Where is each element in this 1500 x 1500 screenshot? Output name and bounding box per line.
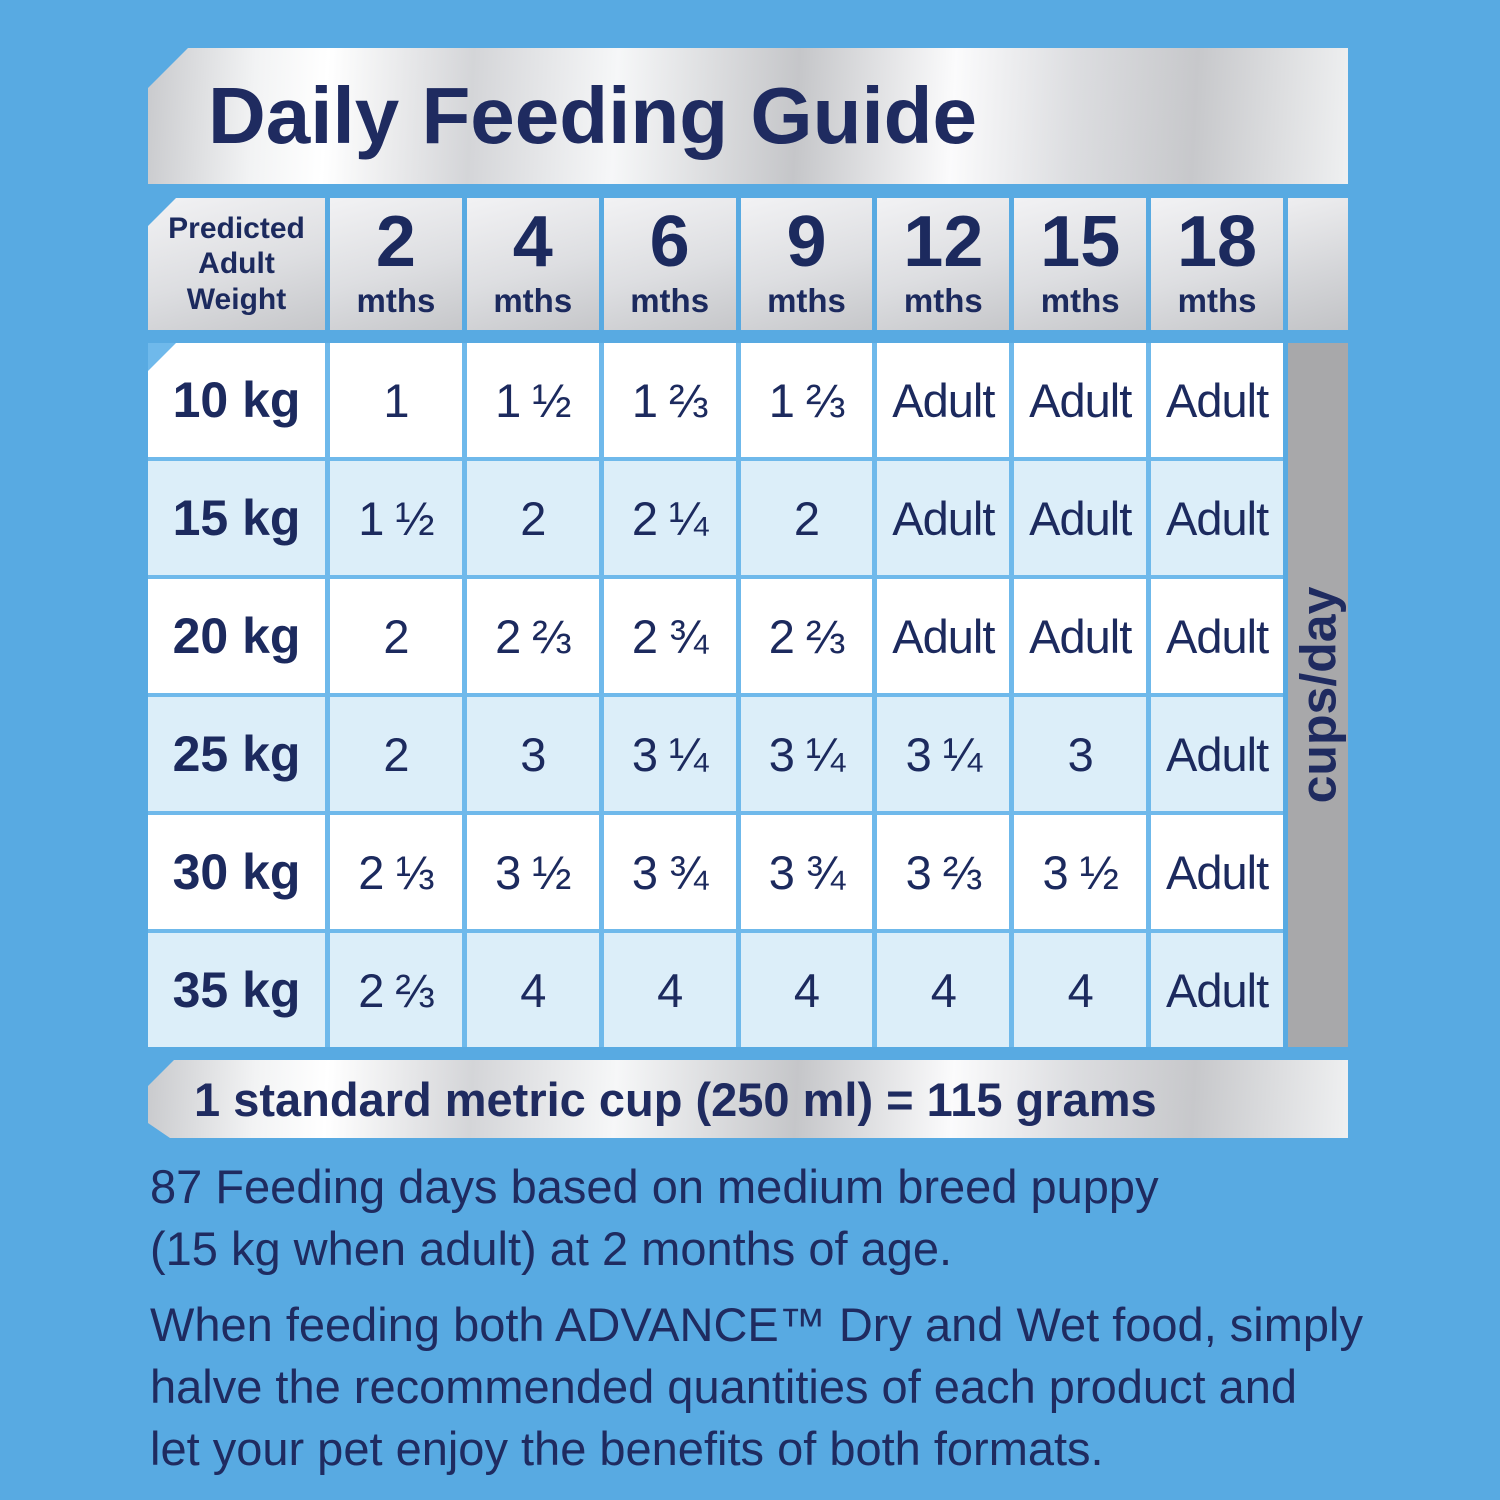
cups-per-day-column: cups/day [1288, 198, 1348, 1047]
feeding-value-cell: 2 ⅔ [740, 579, 873, 693]
age-header-6mths: 6 mths [603, 198, 736, 330]
feeding-table: Predicted Adult Weight 2 mths 4 mths 6 m… [148, 198, 1348, 1047]
feeding-value-cell: Adult [877, 461, 1010, 575]
feeding-value-cell: Adult [877, 579, 1010, 693]
age-unit: mths [630, 282, 710, 320]
age-number: 9 [786, 201, 827, 282]
weight-cell-30kg: 30 kg [148, 815, 325, 929]
feeding-value-cell: Adult [1014, 579, 1147, 693]
feeding-value-cell: 2 ¼ [603, 461, 736, 575]
feeding-value-cell: 1 ½ [330, 461, 462, 575]
table-body: 10 kg 1 1 ½ 1 ⅔ 1 ⅔ Adult Adult Adult 15… [148, 343, 1283, 1047]
feeding-value-cell: Adult [1014, 461, 1147, 575]
age-number: 2 [375, 201, 416, 282]
note-line: 87 Feeding days based on medium breed pu… [150, 1160, 1159, 1213]
age-unit: mths [356, 282, 436, 320]
note-line: let your pet enjoy the benefits of both … [150, 1422, 1104, 1475]
age-header-9mths: 9 mths [740, 198, 873, 330]
feeding-value-cell: Adult [1151, 461, 1283, 575]
weight-cell-25kg: 25 kg [148, 697, 325, 811]
feeding-value-cell: 2 [330, 697, 462, 811]
feeding-value-cell: 1 ½ [466, 343, 599, 457]
note-line: When feeding both ADVANCE™ Dry and Wet f… [150, 1298, 1363, 1351]
feeding-value-cell: 4 [740, 933, 873, 1047]
feeding-value-cell: 4 [1014, 933, 1147, 1047]
age-header-4mths: 4 mths [466, 198, 599, 330]
table-header-row: Predicted Adult Weight 2 mths 4 mths 6 m… [148, 198, 1283, 330]
weight-cell-20kg: 20 kg [148, 579, 325, 693]
age-header-2mths: 2 mths [330, 198, 462, 330]
age-number: 12 [903, 201, 984, 282]
feeding-value-cell: 4 [603, 933, 736, 1047]
feeding-value-cell: Adult [1151, 343, 1283, 457]
age-unit: mths [903, 282, 983, 320]
feeding-value-cell: 2 [740, 461, 873, 575]
age-number: 4 [512, 201, 553, 282]
feeding-value-cell: 1 [330, 343, 462, 457]
feeding-value-cell: 3 ¾ [740, 815, 873, 929]
page-title: Daily Feeding Guide [208, 71, 978, 160]
cups-column-header-cap [1288, 198, 1348, 330]
feeding-value-cell: 3 ½ [1014, 815, 1147, 929]
feeding-value-cell: 2 ⅓ [330, 815, 462, 929]
feeding-value-cell: 3 ¼ [877, 697, 1010, 811]
cups-per-day-label: cups/day [1290, 586, 1346, 804]
feeding-value-cell: 4 [877, 933, 1010, 1047]
age-unit: mths [767, 282, 846, 320]
feeding-value-cell: 1 ⅔ [740, 343, 873, 457]
feeding-value-cell: 1 ⅔ [603, 343, 736, 457]
cups-per-day-strip: cups/day [1288, 343, 1348, 1047]
title-banner: Daily Feeding Guide [148, 48, 1348, 184]
age-unit: mths [493, 282, 573, 320]
feeding-value-cell: 2 ⅔ [466, 579, 599, 693]
age-header-15mths: 15 mths [1014, 198, 1147, 330]
age-number: 15 [1040, 201, 1121, 282]
feeding-days-note: 87 Feeding days based on medium breed pu… [150, 1156, 1500, 1280]
feeding-value-cell: 3 ⅔ [877, 815, 1010, 929]
age-unit: mths [1040, 282, 1120, 320]
feeding-value-cell: 2 [466, 461, 599, 575]
corner-header-cell: Predicted Adult Weight [148, 198, 325, 330]
feeding-value-cell: 3 ¼ [740, 697, 873, 811]
age-unit: mths [1177, 282, 1257, 320]
feeding-value-cell: 3 [1014, 697, 1147, 811]
feeding-value-cell: Adult [1151, 697, 1283, 811]
feeding-value-cell: 2 [330, 579, 462, 693]
feeding-value-cell: 3 [466, 697, 599, 811]
cup-conversion-banner: 1 standard metric cup (250 ml) = 115 gra… [148, 1060, 1348, 1138]
age-number: 18 [1177, 201, 1258, 282]
age-number: 6 [649, 201, 690, 282]
note-line: halve the recommended quantities of each… [150, 1360, 1298, 1413]
feeding-value-cell: 2 ¾ [603, 579, 736, 693]
feeding-value-cell: Adult [877, 343, 1010, 457]
feeding-value-cell: 3 ½ [466, 815, 599, 929]
feeding-value-cell: 4 [466, 933, 599, 1047]
feeding-table-main: Predicted Adult Weight 2 mths 4 mths 6 m… [148, 198, 1283, 1047]
mixed-feeding-note: When feeding both ADVANCE™ Dry and Wet f… [150, 1294, 1500, 1480]
feeding-value-cell: Adult [1014, 343, 1147, 457]
feeding-value-cell: Adult [1151, 579, 1283, 693]
weight-cell-15kg: 15 kg [148, 461, 325, 575]
feeding-value-cell: 3 ¼ [603, 697, 736, 811]
feeding-value-cell: Adult [1151, 815, 1283, 929]
cup-conversion-text: 1 standard metric cup (250 ml) = 115 gra… [194, 1072, 1157, 1126]
age-header-18mths: 18 mths [1151, 198, 1283, 330]
note-line: (15 kg when adult) at 2 months of age. [150, 1222, 953, 1275]
feeding-value-cell: 2 ⅔ [330, 933, 462, 1047]
weight-cell-35kg: 35 kg [148, 933, 325, 1047]
feeding-value-cell: Adult [1151, 933, 1283, 1047]
weight-cell-10kg: 10 kg [148, 343, 325, 457]
age-header-12mths: 12 mths [877, 198, 1010, 330]
feeding-value-cell: 3 ¾ [603, 815, 736, 929]
